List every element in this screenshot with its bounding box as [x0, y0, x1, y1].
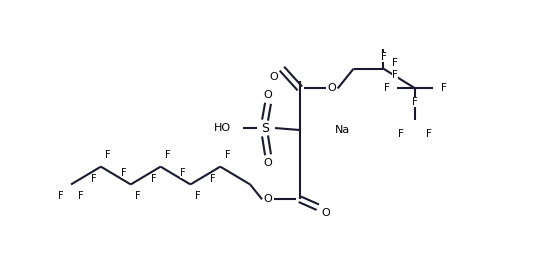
Text: O: O: [270, 72, 278, 82]
Text: O: O: [264, 194, 272, 204]
Text: F: F: [195, 191, 200, 201]
Text: F: F: [398, 129, 404, 139]
Text: O: O: [264, 90, 272, 100]
Text: HO: HO: [214, 123, 231, 133]
Text: O: O: [327, 83, 336, 93]
Text: Na: Na: [335, 125, 350, 135]
Text: F: F: [392, 58, 398, 68]
Text: F: F: [121, 168, 126, 178]
Text: F: F: [383, 83, 389, 93]
Text: F: F: [105, 150, 111, 160]
Text: F: F: [412, 97, 418, 107]
Text: F: F: [91, 173, 96, 183]
Text: F: F: [210, 173, 216, 183]
Text: F: F: [135, 191, 141, 201]
Text: O: O: [321, 208, 330, 218]
Text: O: O: [264, 158, 272, 168]
Text: F: F: [225, 150, 230, 160]
Text: F: F: [426, 129, 432, 139]
Text: F: F: [78, 191, 84, 201]
Text: F: F: [441, 83, 447, 93]
Text: F: F: [392, 70, 398, 80]
Text: F: F: [181, 168, 186, 178]
Text: S: S: [261, 121, 269, 135]
Text: F: F: [150, 173, 156, 183]
Text: F: F: [165, 150, 171, 160]
Text: F: F: [381, 52, 386, 62]
Text: F: F: [59, 191, 64, 201]
